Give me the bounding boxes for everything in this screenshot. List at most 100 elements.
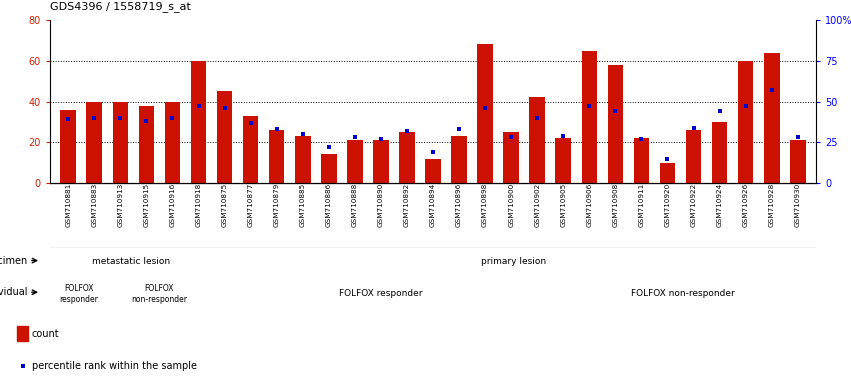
Text: GSM710915: GSM710915 [144,183,150,227]
Point [739,103,752,109]
Text: GSM710902: GSM710902 [534,183,540,227]
Text: GSM710913: GSM710913 [117,183,123,227]
Text: GSM710928: GSM710928 [768,183,774,227]
Point [140,118,153,124]
Text: GSM710930: GSM710930 [795,183,801,227]
Point [426,149,440,155]
Point [452,126,465,132]
Text: percentile rank within the sample: percentile rank within the sample [32,361,197,371]
Bar [660,163,676,183]
Bar [217,91,232,183]
Text: GSM710922: GSM710922 [690,183,697,227]
Point [270,126,283,132]
Point [765,87,779,93]
Bar [243,116,259,183]
Text: FOLFOX responder: FOLFOX responder [340,290,423,298]
Text: GSM710908: GSM710908 [613,183,619,227]
Bar [139,106,154,183]
Text: GSM710879: GSM710879 [274,183,280,227]
Bar [269,130,284,183]
Bar [608,65,623,183]
Bar [477,45,493,183]
Text: GSM710888: GSM710888 [351,183,357,227]
Bar [164,101,180,183]
Text: GSM710898: GSM710898 [483,183,488,227]
Text: metastatic lesion: metastatic lesion [92,258,170,266]
Text: GSM710896: GSM710896 [456,183,462,227]
Bar [790,140,806,183]
Point [687,124,700,131]
Text: GSM710924: GSM710924 [717,183,722,227]
Text: GSM710916: GSM710916 [169,183,175,227]
Text: GSM710890: GSM710890 [378,183,384,227]
Point [374,136,388,142]
Bar [321,154,337,183]
Bar [581,51,597,183]
Point [411,181,425,187]
Point [557,132,570,139]
Bar [295,136,311,183]
Text: GDS4396 / 1558719_s_at: GDS4396 / 1558719_s_at [50,2,191,12]
Bar [347,140,363,183]
Point [400,128,414,134]
Text: GSM710905: GSM710905 [560,183,566,227]
Point [166,115,180,121]
Bar [373,140,389,183]
Text: GSM710877: GSM710877 [248,183,254,227]
Text: GSM710892: GSM710892 [404,183,410,227]
Bar [711,122,728,183]
Bar [60,110,76,183]
Text: GSM710911: GSM710911 [638,183,644,227]
Point [296,131,310,137]
Point [505,134,518,141]
Bar [764,53,780,183]
Bar [87,101,102,183]
Text: GSM710918: GSM710918 [196,183,202,227]
Text: count: count [32,329,60,339]
Text: primary lesion: primary lesion [481,258,546,266]
Point [478,105,492,111]
Text: GSM710881: GSM710881 [66,183,71,227]
Text: GSM710906: GSM710906 [586,183,592,227]
Point [61,116,75,122]
Point [88,115,101,121]
Bar [426,159,441,183]
Text: individual: individual [0,287,27,297]
Bar [191,61,206,183]
Text: GSM710900: GSM710900 [508,183,514,227]
Bar [17,326,27,341]
Text: FOLFOX
non-responder: FOLFOX non-responder [131,284,187,304]
Point [635,136,648,142]
Bar [686,130,701,183]
Text: GSM710920: GSM710920 [665,183,671,227]
Text: GSM710894: GSM710894 [430,183,436,227]
Text: GSM710886: GSM710886 [326,183,332,227]
Bar [738,61,753,183]
Bar [634,138,649,183]
Text: GSM710926: GSM710926 [743,183,749,227]
Point [322,144,335,150]
Text: GSM710875: GSM710875 [221,183,227,227]
Bar [556,138,571,183]
Point [608,108,622,114]
Text: GSM710883: GSM710883 [91,183,97,227]
Point [191,103,205,109]
Point [791,134,804,141]
Point [713,108,727,114]
Text: FOLFOX
responder: FOLFOX responder [60,284,98,304]
Point [660,156,674,162]
Point [218,105,231,111]
Point [530,115,544,121]
Bar [503,132,519,183]
Point [243,120,257,126]
Text: specimen: specimen [0,256,27,266]
Text: GSM710885: GSM710885 [300,183,306,227]
Text: FOLFOX non-responder: FOLFOX non-responder [631,290,735,298]
Point [113,115,127,121]
Bar [399,132,414,183]
Point [348,134,362,141]
Bar [451,136,467,183]
Bar [112,101,129,183]
Bar [529,98,545,183]
Point [583,103,597,109]
